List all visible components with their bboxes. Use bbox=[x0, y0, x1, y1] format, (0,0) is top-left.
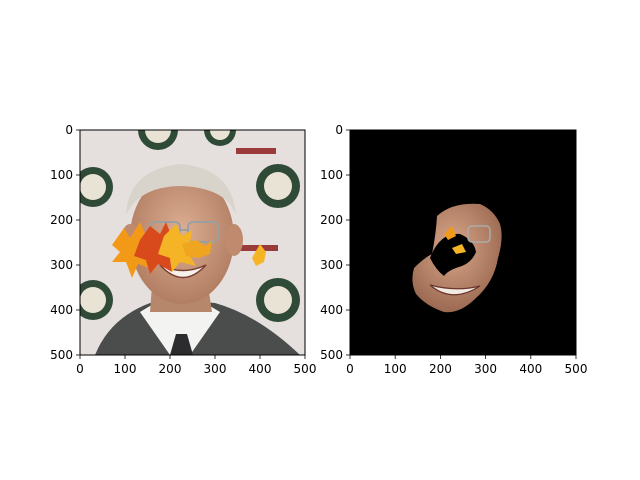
left-y-tick-label: 400 bbox=[50, 303, 73, 317]
right-y-tick-label: 400 bbox=[320, 303, 343, 317]
left-x-tick-label: 200 bbox=[159, 362, 182, 376]
left-y-tick-label: 500 bbox=[50, 348, 73, 362]
left-image-panel: 0 100 200 300 400 500 0 100 200 300 400 500 bbox=[50, 110, 316, 376]
right-x-tick-label: 300 bbox=[474, 362, 497, 376]
left-x-tick-label: 300 bbox=[204, 362, 227, 376]
right-x-tick-label: 400 bbox=[519, 362, 542, 376]
left-y-tick-label: 0 bbox=[65, 123, 73, 137]
right-x-tick-label: 200 bbox=[429, 362, 452, 376]
left-x-tick-label: 500 bbox=[294, 362, 317, 376]
right-image-panel: 0 100 200 300 400 500 0 100 200 300 400 500 bbox=[320, 123, 587, 376]
left-x-tick-label: 100 bbox=[114, 362, 137, 376]
right-x-tick-label: 500 bbox=[565, 362, 588, 376]
right-y-tick-label: 300 bbox=[320, 258, 343, 272]
left-y-tick-label: 300 bbox=[50, 258, 73, 272]
right-x-axis: 0 100 200 300 400 500 bbox=[346, 355, 587, 376]
right-y-tick-label: 500 bbox=[320, 348, 343, 362]
left-y-tick-label: 100 bbox=[50, 168, 73, 182]
mask-image bbox=[350, 130, 576, 355]
left-x-tick-label: 0 bbox=[76, 362, 84, 376]
photo-image bbox=[73, 110, 305, 355]
left-y-axis: 0 100 200 300 400 500 bbox=[50, 123, 80, 362]
right-x-tick-label: 100 bbox=[384, 362, 407, 376]
left-x-axis: 0 100 200 300 400 500 bbox=[76, 355, 316, 376]
right-y-axis: 0 100 200 300 400 500 bbox=[320, 123, 350, 362]
right-y-tick-label: 200 bbox=[320, 213, 343, 227]
right-y-tick-label: 0 bbox=[335, 123, 343, 137]
left-x-tick-label: 400 bbox=[249, 362, 272, 376]
left-y-tick-label: 200 bbox=[50, 213, 73, 227]
right-y-tick-label: 100 bbox=[320, 168, 343, 182]
right-x-tick-label: 0 bbox=[346, 362, 354, 376]
